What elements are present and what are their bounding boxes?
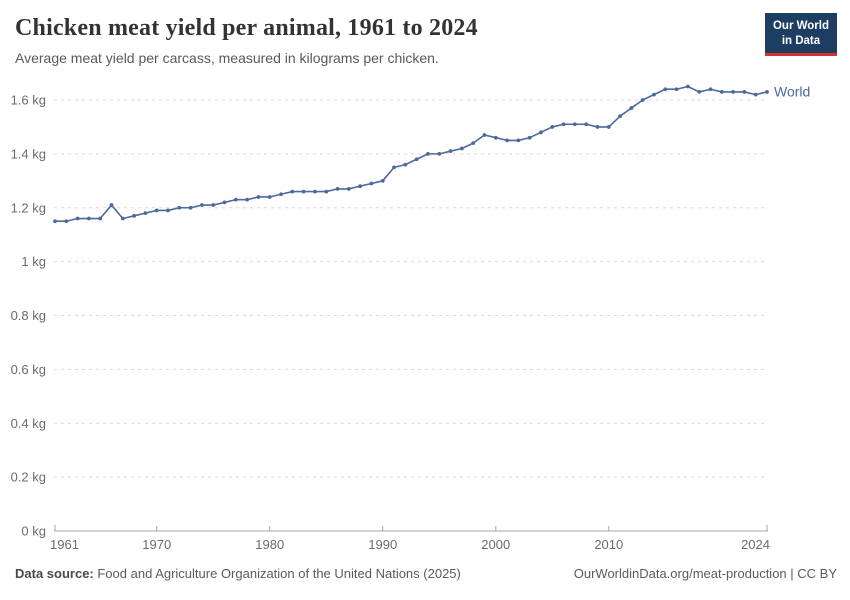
attribution: OurWorldinData.org/meat-production | CC … [574,566,837,581]
data-point [256,195,261,199]
owid-logo-line2: in Data [781,34,821,47]
data-point [437,151,442,156]
x-axis-tick-label: 2024 [741,537,770,552]
data-point [426,151,430,156]
data-point [471,141,476,146]
data-point [765,90,769,94]
y-axis-tick-label: 1.2 kg [11,200,46,215]
data-point [403,162,408,167]
x-axis-tick-label: 1961 [50,537,79,552]
data-point [516,138,521,143]
data-point [109,203,114,207]
y-axis-tick-label: 1 kg [21,254,46,269]
series-end-label: World [774,83,810,99]
data-point [166,208,170,213]
data-point [685,84,690,89]
data-point [358,184,363,189]
y-axis-tick-label: 0.8 kg [11,308,46,323]
data-point [75,216,80,221]
data-point [98,216,103,221]
data-point [663,87,668,92]
data-point [640,98,645,102]
data-point [188,205,193,210]
data-source-note: Data source: Food and Agriculture Organi… [15,566,461,581]
data-point [618,114,622,119]
data-point [629,106,634,110]
owid-logo[interactable]: Our World in Data [764,13,837,56]
data-point [335,186,340,191]
chart-subtitle: Average meat yield per carcass, measured… [15,49,439,66]
x-axis-tick-label: 1970 [142,537,171,552]
data-point [211,203,216,207]
y-axis-tick-label: 0.2 kg [11,470,46,485]
data-point [505,138,509,143]
data-source-label: Data source: [15,566,94,581]
data-point [753,92,758,97]
data-point [584,122,589,127]
data-point [674,87,679,92]
attribution-link[interactable]: OurWorldinData.org/meat-production [573,566,787,581]
y-axis-tick-label: 0.6 kg [11,362,46,377]
data-point [380,178,385,183]
data-point [550,125,555,129]
data-point [233,197,238,202]
data-point [143,211,148,216]
data-point [448,149,453,154]
data-point [200,203,204,207]
data-point [595,125,600,129]
data-point [267,195,272,199]
data-point [731,90,735,94]
data-point [53,219,57,224]
data-point [459,146,464,151]
data-point [697,90,702,94]
y-axis-tick-label: 0 kg [21,524,46,539]
data-point [177,205,182,210]
data-point [369,181,374,186]
data-point [87,216,91,221]
page-title: Chicken meat yield per animal, 1961 to 2… [15,15,478,41]
data-point [482,133,487,137]
data-point [346,186,351,191]
x-axis-tick-label: 2000 [481,537,510,552]
chart-header: Chicken meat yield per animal, 1961 to 2… [15,14,755,66]
data-point [290,189,295,194]
y-axis-tick-label: 1.4 kg [11,146,46,161]
data-point [132,213,137,218]
data-point [606,125,611,129]
data-point [414,157,419,162]
data-point [279,192,283,197]
data-point [742,90,747,94]
data-point [324,189,329,194]
data-point [64,219,69,224]
data-source-value: Food and Agriculture Organization of the… [93,566,461,581]
chart-footer: Data source: Food and Agriculture Organi… [15,566,837,581]
x-axis-tick-label: 2010 [594,537,623,552]
data-point [493,135,498,140]
data-point [245,197,250,202]
data-point [301,189,306,194]
data-point [154,208,159,213]
data-point [120,216,125,221]
data-point [222,200,227,205]
data-point [561,122,566,127]
data-point [392,165,396,170]
y-axis-tick-label: 1.6 kg [11,93,46,108]
x-axis-tick-label: 1980 [255,537,284,552]
data-point [652,92,656,97]
data-point [313,189,317,194]
data-point [539,130,543,135]
data-point [527,135,532,140]
attribution-license: | CC BY [786,566,837,581]
data-point [572,122,577,127]
owid-logo-line1: Our World [772,20,829,32]
data-point [719,90,724,94]
y-axis-tick-label: 0.4 kg [11,416,46,431]
x-axis-tick-label: 1990 [368,537,397,552]
series-line-world [54,85,768,223]
data-point [708,87,713,92]
